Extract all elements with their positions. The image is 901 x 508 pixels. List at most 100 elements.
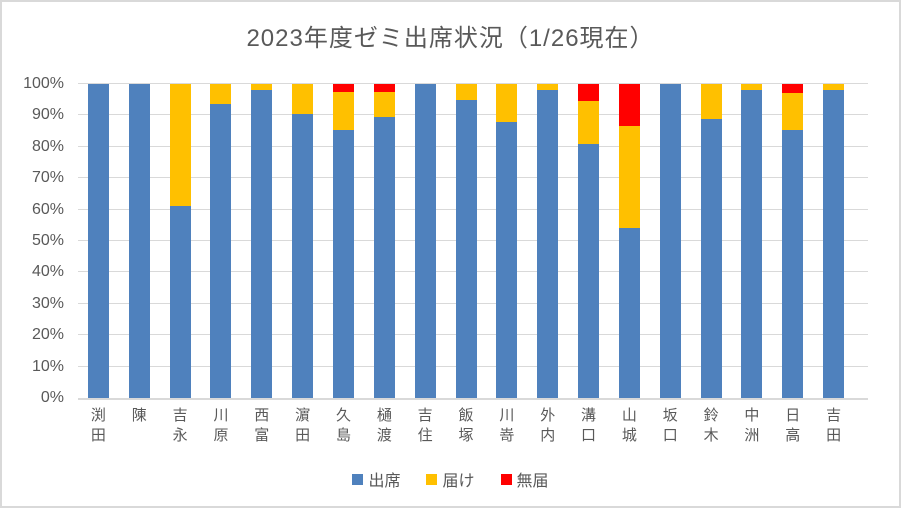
x-label-鈴木: 鈴木	[691, 406, 732, 446]
bar-segment-出席-鈴木[interactable]	[700, 118, 722, 398]
bar-segment-届け-吉田[interactable]	[823, 84, 845, 91]
bar-segment-届け-久島[interactable]	[332, 91, 354, 130]
bar-segment-届け-川嵜[interactable]	[496, 84, 518, 122]
legend-label: 無届	[516, 473, 549, 490]
bar-segment-出席-濵田[interactable]	[292, 113, 314, 398]
x-label-char: 城	[621, 427, 637, 444]
bar-stack-渕田[interactable]	[87, 84, 109, 398]
x-label-渕田: 渕田	[78, 406, 119, 446]
x-label-日高: 日高	[772, 406, 813, 446]
x-label-川原: 川原	[201, 406, 242, 446]
bar-segment-出席-日高[interactable]	[782, 129, 804, 398]
bar-segment-届け-鈴木[interactable]	[700, 84, 722, 119]
bar-stack-中洲[interactable]	[741, 84, 763, 398]
bar-segment-出席-飯塚[interactable]	[455, 99, 477, 398]
bar-column-坂口	[650, 84, 691, 398]
x-label-吉住: 吉住	[405, 406, 446, 446]
legend-item-出席[interactable]: 出席	[352, 467, 400, 491]
bar-column-吉住	[405, 84, 446, 398]
x-label-char: 陳	[131, 407, 147, 424]
bar-segment-出席-山城[interactable]	[618, 228, 640, 398]
bar-segment-届け-西富[interactable]	[251, 84, 273, 91]
legend-swatch-icon	[352, 473, 364, 485]
x-label-char: 吉	[826, 407, 842, 424]
x-label-樋渡: 樋渡	[364, 406, 405, 446]
bar-stack-溝口[interactable]	[578, 84, 600, 398]
bar-segment-無届-樋渡[interactable]	[373, 84, 395, 92]
x-label-char: 渡	[376, 427, 392, 444]
legend-item-届け[interactable]: 届け	[426, 467, 475, 491]
bar-segment-届け-溝口[interactable]	[578, 101, 600, 144]
x-label-濵田: 濵田	[282, 406, 323, 446]
legend-item-無届[interactable]: 無届	[500, 467, 549, 491]
bar-stack-西富[interactable]	[251, 84, 273, 398]
bar-column-陳	[119, 84, 160, 398]
bar-stack-川嵜[interactable]	[496, 84, 518, 398]
x-label-char: 渕	[90, 407, 106, 424]
bar-segment-届け-樋渡[interactable]	[373, 91, 395, 117]
bar-segment-届け-日高[interactable]	[782, 93, 804, 130]
bar-segment-出席-吉田[interactable]	[823, 90, 845, 398]
x-axis-labels: 渕田陳吉永川原西富濵田久島樋渡吉住飯塚川嵜外内溝口山城坂口鈴木中洲日高吉田	[78, 406, 854, 446]
y-tick-label-30: 30%	[31, 294, 64, 312]
bar-segment-届け-中洲[interactable]	[741, 84, 763, 91]
y-tick-label-90: 90%	[31, 106, 64, 124]
bar-stack-吉住[interactable]	[414, 84, 436, 398]
y-tick-label-50: 50%	[31, 232, 64, 249]
bar-stack-久島[interactable]	[332, 84, 354, 398]
bar-stack-外内[interactable]	[537, 84, 559, 398]
bar-segment-届け-吉永[interactable]	[169, 84, 191, 207]
bar-column-樋渡	[364, 84, 405, 398]
bar-segment-出席-坂口[interactable]	[659, 84, 681, 398]
bar-segment-出席-陳[interactable]	[128, 84, 150, 398]
x-label-char: 樋	[376, 407, 392, 424]
bar-segment-出席-樋渡[interactable]	[373, 116, 395, 398]
bar-segment-無届-溝口[interactable]	[578, 84, 600, 102]
bar-stack-日高[interactable]	[782, 84, 804, 398]
bar-segment-出席-西富[interactable]	[251, 90, 273, 398]
bar-segment-出席-中洲[interactable]	[741, 90, 763, 398]
bar-segment-出席-川原[interactable]	[210, 104, 232, 398]
bar-segment-届け-飯塚[interactable]	[455, 84, 477, 100]
bar-stack-鈴木[interactable]	[700, 84, 722, 398]
bar-column-渕田	[78, 84, 119, 398]
bar-segment-出席-外内[interactable]	[537, 90, 559, 398]
legend-swatch-icon	[426, 473, 438, 485]
x-label-char: 田	[295, 427, 311, 444]
gridline-100	[78, 83, 868, 84]
x-label-char: 塚	[458, 427, 474, 444]
bar-segment-出席-吉住[interactable]	[414, 84, 436, 398]
x-label-char: 富	[254, 427, 270, 444]
bar-segment-無届-久島[interactable]	[332, 84, 354, 92]
bar-segment-無届-日高[interactable]	[782, 84, 804, 94]
bar-stack-樋渡[interactable]	[373, 84, 395, 398]
bar-segment-出席-吉永[interactable]	[169, 206, 191, 398]
bar-segment-届け-外内[interactable]	[537, 84, 559, 91]
bar-stack-吉田[interactable]	[823, 84, 845, 398]
x-label-char: 口	[581, 427, 597, 444]
bar-stack-坂口[interactable]	[659, 84, 681, 398]
x-label-中洲: 中洲	[732, 406, 773, 446]
bar-segment-届け-山城[interactable]	[618, 126, 640, 229]
bar-stack-山城[interactable]	[618, 84, 640, 398]
x-label-char: 鈴	[703, 407, 719, 424]
x-label-char: 溝	[581, 407, 597, 424]
y-tick-label-70: 70%	[31, 169, 64, 187]
bar-stack-濵田[interactable]	[292, 84, 314, 398]
x-label-char: 木	[703, 427, 719, 444]
bar-stack-川原[interactable]	[210, 84, 232, 398]
bar-segment-届け-濵田[interactable]	[292, 84, 314, 114]
bar-stack-陳[interactable]	[128, 84, 150, 398]
bar-stack-吉永[interactable]	[169, 84, 191, 398]
bar-segment-出席-川嵜[interactable]	[496, 121, 518, 398]
bar-segment-出席-久島[interactable]	[332, 129, 354, 398]
bar-segment-無届-山城[interactable]	[618, 84, 640, 127]
bar-segment-出席-渕田[interactable]	[87, 84, 109, 398]
bar-segment-出席-溝口[interactable]	[578, 143, 600, 398]
x-label-char: 嵜	[499, 427, 515, 444]
bar-column-川原	[201, 84, 242, 398]
bar-stack-飯塚[interactable]	[455, 84, 477, 398]
x-label-char: 濵	[295, 407, 311, 424]
bar-segment-届け-川原[interactable]	[210, 84, 232, 105]
bar-column-溝口	[568, 84, 609, 398]
